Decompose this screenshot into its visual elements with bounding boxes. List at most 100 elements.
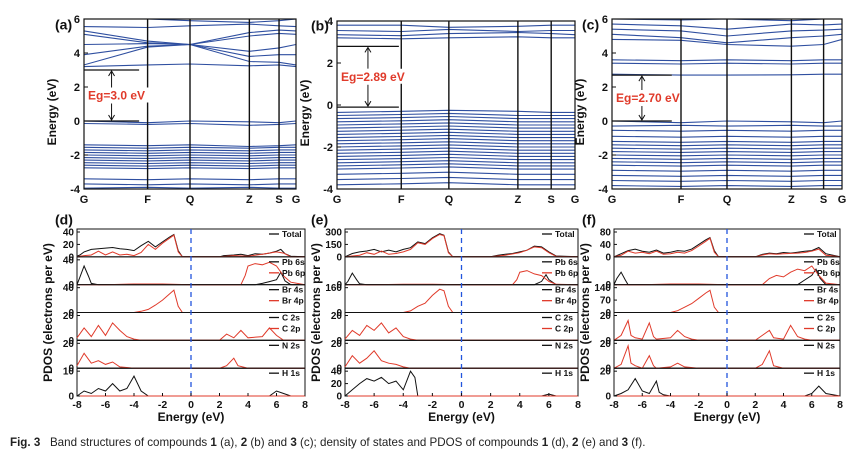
band-lines-a [84, 19, 296, 189]
panel-label-a: (a) [55, 16, 72, 32]
dos-ytick-label-d-5-10: 10 [63, 367, 75, 378]
legend-label-e-2-1: Br 4p [555, 296, 577, 306]
dos-xlabel-f: Energy (eV) [694, 410, 761, 424]
dos-ytick-label-e-4-0: 0 [336, 364, 342, 375]
dos-xtick-label-f-6: 6 [809, 399, 815, 411]
band-line-c-11 [612, 135, 842, 138]
dos-xtick-label-d-2: 2 [217, 399, 223, 411]
band-ylabel-c: Energy (eV) [573, 79, 587, 146]
kpoint-label-c-4: S [820, 194, 827, 206]
band-ytick-label-a-0: 0 [74, 116, 80, 128]
dos-xtick-label-e--2: -2 [428, 399, 437, 411]
dos-ytick-label-d-0-40: 40 [63, 228, 75, 239]
legend-label-f-2-1: Br 4p [817, 296, 839, 306]
band-ytick-label-c--4: -4 [598, 184, 609, 196]
band-ytick-label-c-4: 4 [602, 48, 609, 60]
legend-label-f-5-0: H 1s [817, 368, 835, 378]
legend-label-f-3-1: C 2p [817, 324, 835, 334]
band-line-a-15 [84, 157, 296, 159]
gap-arrowhead-up-c [638, 75, 646, 82]
kpoint-label-c-5: G [838, 194, 847, 206]
band-line-c-18 [612, 161, 842, 164]
band-ytick-label-a-2: 2 [74, 82, 80, 94]
kpoint-label-c-2: Q [723, 194, 732, 206]
legend-label-f-3-0: C 2s [817, 313, 835, 323]
dos-xtick-label-f--4: -4 [666, 399, 675, 411]
dos-xtick-label-e-8: 8 [575, 399, 581, 411]
dos-xtick-label-e-6: 6 [546, 399, 552, 411]
band-line-b-17 [337, 150, 575, 154]
band-line-a-7 [84, 63, 296, 68]
dos-ytick-label-f-2-70: 70 [600, 296, 612, 307]
dos-frame-d-3 [76, 312, 306, 341]
legend-label-e-3-1: C 2p [555, 324, 573, 334]
kpoint-label-b-5: G [571, 194, 580, 206]
dos-frame-e-2 [344, 284, 579, 313]
band-lines-b [337, 24, 575, 186]
dos-xtick-label-f-2: 2 [752, 399, 758, 411]
dos-xtick-label-f-4: 4 [781, 399, 787, 411]
gap-label-c: Eg=2.70 eV [616, 91, 680, 105]
dos-xtick-label-d--8: -8 [72, 399, 81, 411]
dos-ytick-label-f-0-40: 40 [600, 240, 612, 251]
dos-curve-e-3-1 [344, 322, 578, 341]
caption-text-4: (b) and [247, 436, 291, 449]
band-line-b-9 [337, 125, 575, 129]
band-ytick-label-a-6: 6 [74, 14, 80, 26]
caption-compound-2b: 2 [571, 436, 579, 449]
dos-curve-f-1-1 [614, 265, 841, 286]
caption-compound-3b: 3 [621, 436, 629, 449]
band-line-a-5 [84, 43, 296, 57]
dos-xtick-label-f-0: 0 [724, 399, 730, 411]
legend-label-e-4-0: N 2s [555, 340, 573, 350]
dos-frame-f-4 [613, 339, 841, 369]
panel-label-b: (b) [311, 17, 329, 33]
band-ylabel-a: Energy (eV) [45, 79, 59, 146]
caption-text-8: (d), [548, 436, 572, 449]
band-line-b-7 [337, 119, 575, 123]
band-line-a-3 [84, 32, 296, 46]
dos-ytick-label-f-4-0: 0 [605, 364, 611, 375]
caption-compound-1: 1 [210, 436, 217, 449]
band-line-a-10 [84, 144, 296, 148]
legend-label-d-3-1: C 2p [282, 324, 300, 334]
legend-label-e-1-1: Pb 6p [555, 268, 578, 278]
band-line-b-24 [337, 176, 575, 181]
dos-frame-d-4 [76, 339, 306, 369]
band-line-c-21 [612, 174, 842, 177]
dos-curve-f-4-1 [613, 343, 840, 369]
band-ytick-label-b-0: 0 [327, 100, 333, 112]
band-line-c-2 [612, 28, 842, 37]
dos-ytick-label-d-0-20: 20 [63, 240, 75, 251]
dos-ytick-label-f-0-0: 0 [605, 252, 611, 263]
gap-label-b: Eg=2.89 eV [341, 70, 405, 84]
dos-xtick-label-e--8: -8 [340, 399, 349, 411]
gap-label-bg-a [86, 87, 152, 103]
band-line-c-5 [612, 59, 842, 62]
band-line-a-19 [84, 167, 296, 170]
kpoint-label-a-2: Q [186, 194, 195, 206]
dos-ytick-label-d-3-20: 20 [63, 311, 75, 322]
panel-label-f: (f) [582, 211, 596, 227]
dos-xtick-label-e-4: 4 [517, 399, 523, 411]
dos-xtick-label-d-4: 4 [245, 399, 251, 411]
legend-label-f-4-0: N 2s [817, 340, 835, 350]
band-line-b-6 [337, 115, 575, 120]
dos-ytick-label-f-1-0: 0 [605, 280, 611, 291]
caption-label: Fig. 3 [10, 436, 41, 449]
band-line-a-6 [84, 43, 296, 66]
dos-ytick-label-f-4-20: 20 [600, 339, 612, 350]
band-ytick-label-c--2: -2 [598, 150, 608, 162]
dos-xtick-label-e--4: -4 [399, 399, 408, 411]
dos-curve-d-1-1 [77, 261, 306, 286]
kpoint-label-a-4: S [275, 194, 282, 206]
dos-ytick-label-e-3-0: 0 [336, 336, 342, 347]
band-line-c-9 [612, 124, 842, 127]
dos-curve-e-5-0 [344, 370, 578, 397]
